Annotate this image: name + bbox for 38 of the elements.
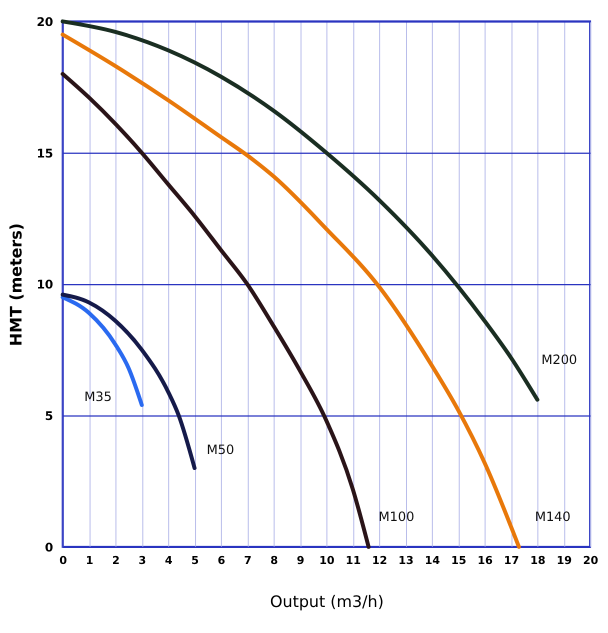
x-tick-label: 10 (319, 554, 335, 568)
line-series (60, 292, 197, 470)
y-tick-label: 10 (36, 278, 54, 292)
line-series (60, 19, 540, 402)
x-tick-label: 4 (164, 554, 173, 568)
x-tick-label: 6 (218, 554, 226, 568)
line-series (60, 295, 144, 407)
x-tick-label: 16 (477, 554, 494, 568)
x-tick-label: 8 (270, 554, 278, 568)
x-tick-label: 7 (244, 554, 252, 568)
x-tick-label: 0 (59, 554, 68, 568)
x-tick-label: 18 (530, 554, 546, 568)
x-tick-label: 19 (556, 554, 572, 568)
x-tick-label: 3 (138, 554, 146, 568)
series-label: M140 (534, 510, 571, 525)
x-tick-label: 11 (346, 554, 361, 568)
x-tick-label: 14 (424, 554, 440, 568)
y-tick-label: 5 (44, 408, 54, 423)
series-label: M35 (84, 390, 112, 405)
series-label: M100 (378, 510, 414, 525)
series-label: M200 (541, 352, 578, 368)
x-tick-label: 5 (191, 554, 199, 568)
y-axis-title: HMT (meters) (6, 223, 26, 346)
x-tick-label: 17 (504, 554, 520, 568)
y-tick-label: 0 (44, 540, 54, 554)
line-series (60, 72, 371, 549)
x-tick-label: 2 (112, 554, 120, 568)
y-tick-label: 20 (36, 14, 54, 29)
x-tick-label: 12 (372, 554, 388, 568)
x-tick-label: 13 (398, 554, 414, 568)
x-tick-label: 9 (296, 554, 304, 568)
x-tick-label: 20 (582, 554, 599, 568)
x-tick-label: 1 (86, 554, 94, 568)
x-axis-title: Output (m3/h) (270, 592, 384, 612)
y-tick-label: 15 (36, 146, 54, 160)
series-label: M50 (206, 443, 234, 458)
x-tick-label: 15 (451, 554, 466, 568)
line-series (60, 32, 521, 549)
